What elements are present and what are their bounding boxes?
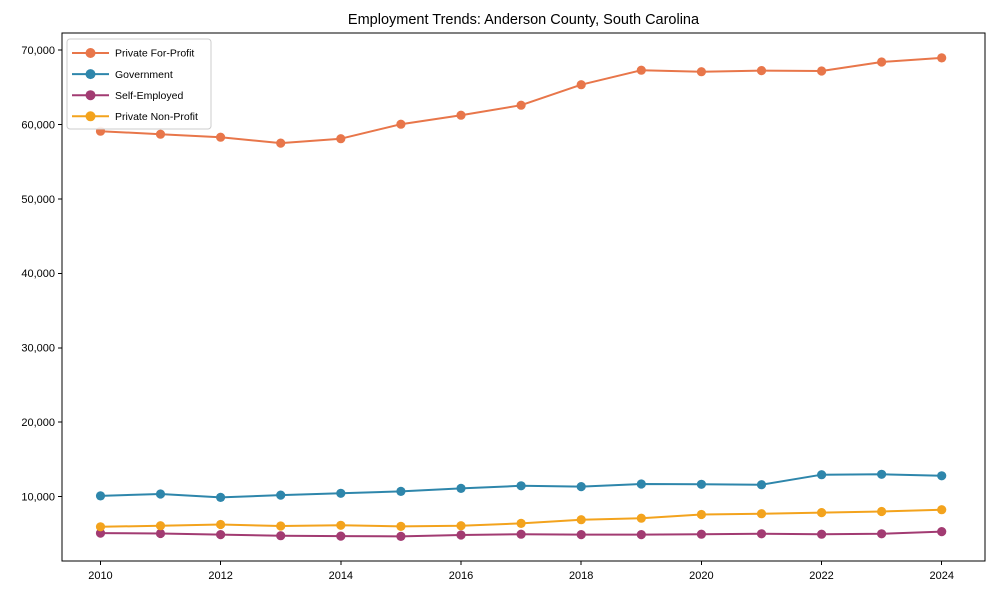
data-point <box>336 531 346 541</box>
plot-frame <box>61 32 986 562</box>
data-point <box>95 491 106 501</box>
x-tick-label: 2022 <box>809 570 833 582</box>
y-tick-label: 50,000 <box>21 194 55 206</box>
legend-item-government: Government <box>72 69 173 81</box>
legend: Private For-Profit Government Self-Employe… <box>66 38 212 130</box>
legend-box <box>66 38 212 130</box>
data-point <box>216 519 226 530</box>
legend-label: Private Non-Profit <box>115 111 198 123</box>
y-tick-label: 20,000 <box>21 417 55 429</box>
data-point <box>216 530 226 540</box>
x-tick-label: 2014 <box>329 570 353 582</box>
data-point <box>877 529 887 539</box>
data-point <box>696 509 707 520</box>
data-point <box>456 521 466 531</box>
data-point <box>95 528 106 538</box>
data-point <box>216 492 226 502</box>
data-point <box>396 521 406 532</box>
data-point <box>336 488 346 498</box>
legend-marker <box>85 111 96 122</box>
legend-marker <box>85 48 96 58</box>
data-point <box>696 479 707 489</box>
data-point <box>817 470 827 480</box>
y-tick-label: 70,000 <box>21 45 55 57</box>
data-point <box>636 479 646 489</box>
data-point <box>336 134 346 144</box>
data-point <box>336 520 346 530</box>
data-point <box>756 509 767 519</box>
x-tick-label: 2018 <box>569 570 593 582</box>
data-point <box>155 521 166 531</box>
y-tick-label: 10,000 <box>21 491 55 503</box>
x-tick-label: 2010 <box>88 570 112 582</box>
data-point <box>516 518 526 529</box>
data-point <box>276 490 286 500</box>
data-point <box>636 530 646 540</box>
data-point <box>516 481 526 491</box>
data-point <box>216 132 226 142</box>
data-point <box>756 480 767 490</box>
x-tick-label: 2024 <box>929 570 953 582</box>
data-point <box>877 469 887 479</box>
data-point <box>95 522 106 532</box>
data-point <box>276 138 286 148</box>
data-point <box>756 529 767 539</box>
data-point <box>636 65 646 75</box>
series-self-employed <box>95 527 947 542</box>
data-point <box>937 53 947 63</box>
data-point <box>937 527 947 537</box>
legend-item-private-non-profit: Private Non-Profit <box>72 111 198 123</box>
data-point <box>937 471 947 481</box>
data-point <box>756 66 767 76</box>
series-private-non-profit <box>95 505 947 532</box>
legend-marker <box>85 90 96 101</box>
data-point <box>576 530 586 540</box>
data-point <box>396 531 406 542</box>
legend-label: Private For-Profit <box>115 48 194 60</box>
data-point <box>937 505 947 515</box>
x-axis: 2010 2012 2014 2016 2018 2020 2022 2024 <box>88 561 954 582</box>
legend-marker <box>85 69 96 80</box>
data-point <box>576 515 586 525</box>
data-point <box>516 529 526 539</box>
data-point <box>576 80 586 90</box>
data-point <box>456 530 466 540</box>
y-tick-label: 30,000 <box>21 343 55 355</box>
data-point <box>155 528 166 539</box>
data-point <box>817 507 827 518</box>
data-point <box>817 529 827 539</box>
x-tick-label: 2012 <box>208 570 232 582</box>
series-line <box>100 56 942 145</box>
data-point <box>817 66 827 76</box>
data-point <box>276 521 286 531</box>
legend-label: Self-Employed <box>115 90 183 102</box>
x-tick-label: 2020 <box>689 570 713 582</box>
data-point <box>696 67 707 77</box>
y-tick-label: 60,000 <box>21 119 55 131</box>
series-government <box>95 469 947 502</box>
data-point <box>396 119 406 129</box>
data-point <box>456 483 466 493</box>
data-point <box>155 129 166 139</box>
data-point <box>696 529 707 539</box>
data-point <box>155 489 166 499</box>
data-point <box>877 506 887 517</box>
data-point <box>877 57 887 67</box>
y-tick-label: 40,000 <box>21 268 55 280</box>
data-point <box>276 531 286 541</box>
x-tick-label: 2016 <box>449 570 473 582</box>
legend-item-private-for-profit: Private For-Profit <box>72 48 194 60</box>
data-point <box>516 100 526 110</box>
data-point <box>636 513 646 523</box>
series-private-for-profit <box>95 53 947 148</box>
legend-label: Government <box>115 69 173 81</box>
data-point <box>396 486 406 496</box>
chart-title: Employment Trends: Anderson County, Sout… <box>347 12 700 28</box>
data-point <box>456 110 466 120</box>
y-axis: 10,000 20,000 30,000 40,000 50,000 60,000 70,0… <box>21 45 62 503</box>
legend-item-self-employed: Self-Employed <box>72 90 183 102</box>
data-point <box>576 482 586 492</box>
